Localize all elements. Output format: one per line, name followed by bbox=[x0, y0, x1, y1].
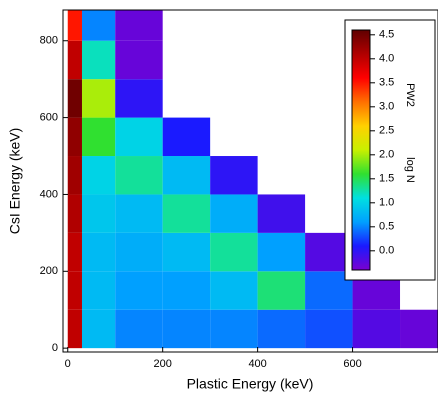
x-tick-label: 600 bbox=[343, 358, 361, 370]
heat-cell bbox=[67, 79, 82, 118]
heat-cell bbox=[400, 309, 438, 349]
colorbar-tick-label: 1.0 bbox=[379, 197, 394, 209]
heat-cell bbox=[81, 309, 116, 349]
colorbar-tick-label: 2.0 bbox=[379, 149, 394, 161]
heat-cell bbox=[115, 271, 163, 310]
heat-cell bbox=[115, 10, 163, 41]
colorbar-tick-label: 0.0 bbox=[379, 245, 394, 257]
heat-cell bbox=[257, 309, 306, 349]
heat-cell bbox=[162, 271, 211, 310]
heat-cell bbox=[115, 232, 163, 272]
colorbar-tick-label: 0.5 bbox=[379, 221, 394, 233]
y-tick-label: 200 bbox=[40, 265, 58, 277]
y-tick-label: 600 bbox=[40, 112, 58, 124]
x-tick-label: 400 bbox=[248, 358, 266, 370]
heat-cell bbox=[67, 232, 82, 272]
colorbar-tick-label: 3.0 bbox=[379, 101, 394, 113]
colorbar-tick-label: 1.5 bbox=[379, 173, 394, 185]
colorbar-label: log N bbox=[404, 157, 416, 183]
heat-cell bbox=[67, 156, 82, 195]
heat-cell bbox=[162, 194, 211, 233]
y-tick-label: 0 bbox=[52, 342, 58, 354]
colorbar-tick-label: 4.5 bbox=[379, 29, 394, 41]
heat-cell bbox=[81, 156, 116, 195]
heat-cell bbox=[81, 271, 116, 310]
heat-cell bbox=[257, 271, 306, 310]
heat-cell bbox=[67, 40, 82, 80]
heat-cell bbox=[210, 194, 258, 233]
heat-cell bbox=[67, 194, 82, 233]
heat-cell bbox=[81, 117, 116, 157]
colorbar-tick-label: 2.5 bbox=[379, 125, 394, 137]
heat-cell bbox=[162, 117, 211, 157]
heat-cell bbox=[67, 10, 82, 41]
heat-cell bbox=[352, 309, 401, 349]
heat-cell bbox=[162, 232, 211, 272]
colorbar-tick-label: 4.0 bbox=[379, 53, 394, 65]
x-tick-label: 200 bbox=[154, 358, 172, 370]
heat-cell bbox=[67, 271, 82, 310]
y-tick-label: 400 bbox=[40, 188, 58, 200]
heat-cell bbox=[162, 309, 211, 349]
heat-cell bbox=[257, 194, 306, 233]
heat-cell bbox=[115, 309, 163, 349]
heat-cell bbox=[115, 117, 163, 157]
heat-cell bbox=[115, 194, 163, 233]
y-axis-title: CsI Energy (keV) bbox=[7, 128, 23, 235]
heat-cell bbox=[115, 156, 163, 195]
heat-cell bbox=[210, 156, 258, 195]
plot-frame bbox=[62, 9, 438, 353]
heat-cell bbox=[115, 79, 163, 118]
heat-cell bbox=[81, 194, 116, 233]
colorbar-title: PW2 bbox=[404, 83, 416, 107]
heat-cell bbox=[81, 232, 116, 272]
heat-cell bbox=[210, 309, 258, 349]
x-axis-title: Plastic Energy (keV) bbox=[187, 376, 314, 392]
heat-cell bbox=[305, 309, 353, 349]
heat-cell bbox=[162, 156, 211, 195]
heat-cell bbox=[210, 271, 258, 310]
heat-cell bbox=[67, 117, 82, 157]
heat-cell bbox=[81, 40, 116, 80]
heat-cell bbox=[115, 40, 163, 80]
heat-cell bbox=[210, 232, 258, 272]
heat-cell bbox=[67, 309, 82, 349]
colorbar bbox=[351, 29, 371, 271]
heat-cell bbox=[257, 232, 306, 272]
y-tick-label: 800 bbox=[40, 35, 58, 47]
x-tick-label: 0 bbox=[65, 358, 71, 370]
heat-cell bbox=[81, 10, 116, 41]
colorbar-tick-label: 3.5 bbox=[379, 77, 394, 89]
heat-cell bbox=[81, 79, 116, 118]
